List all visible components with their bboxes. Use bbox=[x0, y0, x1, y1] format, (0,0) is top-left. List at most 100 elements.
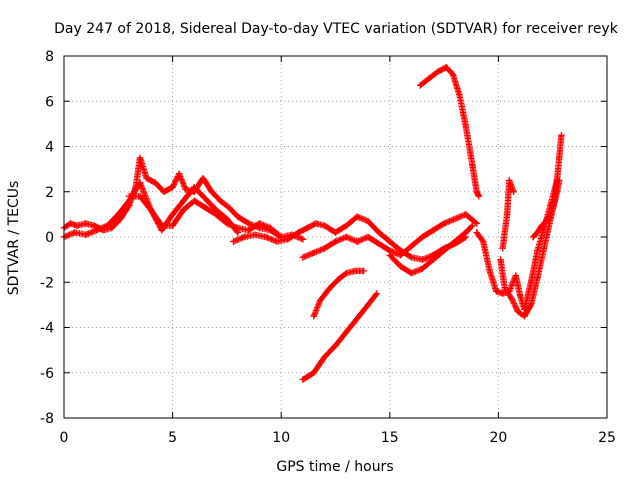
data-point bbox=[191, 197, 198, 204]
data-point bbox=[312, 220, 320, 227]
data-point bbox=[125, 193, 133, 200]
data-point bbox=[540, 245, 548, 252]
x-tick-label: 20 bbox=[489, 430, 507, 446]
data-point bbox=[443, 64, 450, 71]
data-point bbox=[516, 292, 524, 300]
data-point bbox=[182, 186, 189, 193]
data-point bbox=[334, 276, 341, 284]
data-point bbox=[71, 229, 79, 236]
data-point bbox=[321, 353, 328, 361]
data-point bbox=[508, 294, 515, 302]
series-arc-end-4 bbox=[529, 131, 565, 241]
data-point bbox=[310, 249, 317, 257]
data-point bbox=[230, 238, 237, 245]
data-point bbox=[212, 211, 220, 218]
data-point bbox=[364, 217, 372, 225]
data-point bbox=[169, 211, 176, 218]
data-point bbox=[527, 279, 535, 286]
data-point bbox=[201, 204, 209, 211]
data-point bbox=[514, 308, 522, 315]
data-point bbox=[299, 376, 307, 383]
data-point bbox=[267, 224, 274, 232]
data-point bbox=[425, 75, 433, 82]
data-point bbox=[199, 174, 207, 182]
data-point bbox=[191, 184, 198, 191]
data-point bbox=[462, 211, 470, 218]
data-point bbox=[529, 233, 537, 241]
data-point bbox=[251, 231, 259, 238]
data-point bbox=[115, 211, 122, 218]
data-point bbox=[160, 188, 168, 195]
data-point bbox=[208, 188, 215, 195]
data-point bbox=[397, 263, 404, 270]
data-point bbox=[375, 240, 383, 247]
y-tick-label: 2 bbox=[45, 185, 54, 201]
data-point bbox=[180, 197, 187, 204]
data-point bbox=[343, 222, 350, 229]
data-point bbox=[501, 285, 509, 293]
data-point bbox=[386, 251, 393, 259]
data-point bbox=[360, 267, 367, 275]
data-point bbox=[175, 170, 183, 177]
data-point bbox=[551, 197, 559, 204]
series-arc-low-1 bbox=[310, 267, 367, 320]
data-point bbox=[169, 184, 176, 191]
data-point bbox=[354, 315, 361, 322]
data-point bbox=[538, 222, 546, 229]
plot-frame bbox=[63, 55, 608, 419]
data-point bbox=[417, 82, 424, 89]
data-point bbox=[475, 193, 483, 200]
data-point bbox=[217, 197, 224, 204]
data-point bbox=[451, 238, 459, 245]
data-point bbox=[321, 222, 328, 229]
x-tick-label: 5 bbox=[168, 430, 177, 446]
series-arc-low-2 bbox=[299, 290, 380, 383]
data-point bbox=[493, 288, 500, 295]
y-tick-label: 4 bbox=[45, 140, 54, 156]
data-point bbox=[169, 222, 176, 229]
data-point bbox=[354, 213, 361, 220]
grid-layer bbox=[64, 56, 607, 418]
data-point bbox=[304, 224, 311, 232]
data-point bbox=[506, 177, 513, 184]
data-point bbox=[479, 238, 487, 245]
data-point bbox=[256, 220, 263, 227]
data-point bbox=[262, 233, 270, 241]
data-point bbox=[434, 68, 441, 76]
data-point bbox=[462, 122, 470, 130]
data-point bbox=[152, 179, 159, 186]
data-point bbox=[419, 256, 426, 263]
data-point bbox=[223, 220, 231, 227]
data-point bbox=[462, 229, 470, 236]
data-point bbox=[284, 236, 291, 243]
data-point bbox=[408, 254, 415, 261]
data-point bbox=[534, 274, 541, 281]
data-point bbox=[364, 233, 372, 241]
data-point bbox=[497, 256, 504, 263]
data-point bbox=[343, 270, 350, 277]
data-point bbox=[158, 222, 165, 229]
data-point bbox=[364, 301, 372, 309]
data-point bbox=[108, 224, 115, 232]
data-point bbox=[180, 206, 187, 214]
data-point bbox=[473, 188, 480, 195]
data-point bbox=[147, 206, 155, 214]
data-point bbox=[440, 220, 448, 227]
series-layer bbox=[60, 64, 565, 383]
data-point bbox=[408, 242, 415, 250]
x-tick-label: 10 bbox=[272, 430, 290, 446]
data-point bbox=[201, 195, 209, 202]
series-arc-mid-3 bbox=[386, 222, 476, 277]
data-point bbox=[241, 233, 248, 241]
data-point bbox=[503, 211, 511, 218]
chart-title: Day 247 of 2018, Sidereal Day-to-day VTE… bbox=[54, 21, 619, 37]
data-point bbox=[473, 229, 480, 236]
series-arc-high bbox=[417, 64, 483, 200]
data-point bbox=[430, 227, 437, 234]
y-tick-label: -6 bbox=[40, 366, 54, 382]
data-point bbox=[299, 236, 307, 243]
series-arc-main-3 bbox=[125, 193, 285, 241]
series-arc-mid-2 bbox=[299, 211, 480, 261]
y-axis-label: SDTVAR / TECUs bbox=[6, 181, 22, 296]
